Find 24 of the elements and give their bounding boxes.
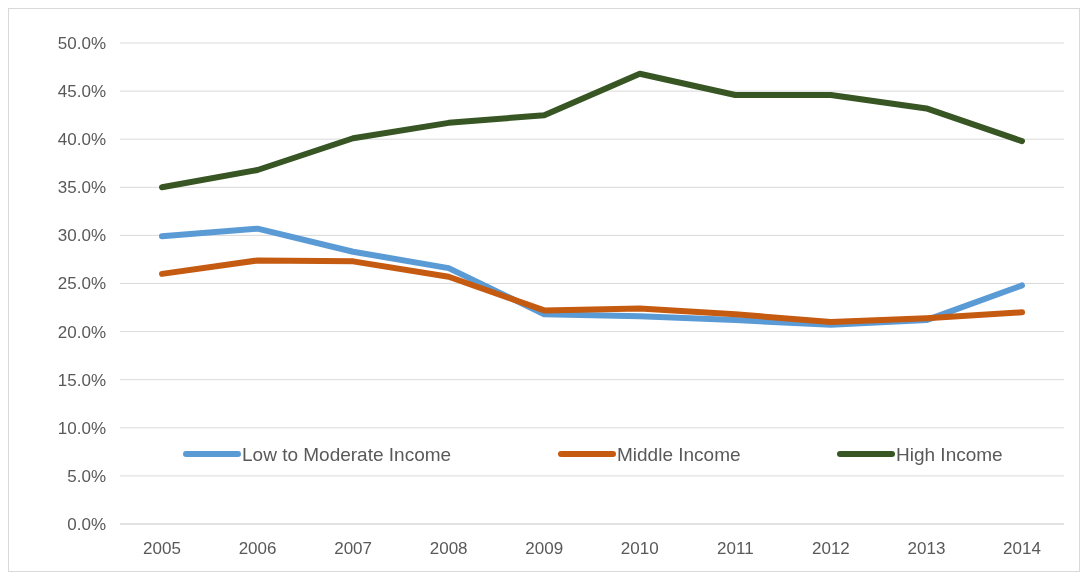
x-tick-label: 2007 <box>334 539 373 558</box>
x-tick-label: 2011 <box>717 539 754 558</box>
y-tick-label: 25.0% <box>57 274 106 294</box>
y-tick-label: 50.0% <box>57 33 106 53</box>
y-tick-label: 15.0% <box>57 370 106 390</box>
x-tick-label: 2012 <box>811 539 850 558</box>
legend-label: Low to Moderate Income <box>242 443 452 465</box>
x-tick-label: 2008 <box>429 539 468 558</box>
x-tick-label: 2009 <box>525 539 564 558</box>
x-tick-label: 2013 <box>907 539 946 558</box>
x-tick-label: 2006 <box>238 539 277 558</box>
y-tick-label: 0.0% <box>67 514 106 534</box>
y-tick-label: 45.0% <box>57 82 106 102</box>
y-tick-label: 35.0% <box>57 178 106 198</box>
y-tick-label: 30.0% <box>57 226 106 246</box>
y-tick-label: 40.0% <box>57 130 106 150</box>
legend-label: High Income <box>896 443 1003 465</box>
legend-label: Middle Income <box>617 443 741 465</box>
x-tick-label: 2005 <box>143 539 181 558</box>
x-tick-label: 2014 <box>1003 539 1041 558</box>
x-tick-label: 2010 <box>620 539 659 558</box>
y-tick-label: 5.0% <box>67 466 106 486</box>
y-tick-label: 20.0% <box>57 322 106 342</box>
y-tick-label: 10.0% <box>57 418 106 438</box>
